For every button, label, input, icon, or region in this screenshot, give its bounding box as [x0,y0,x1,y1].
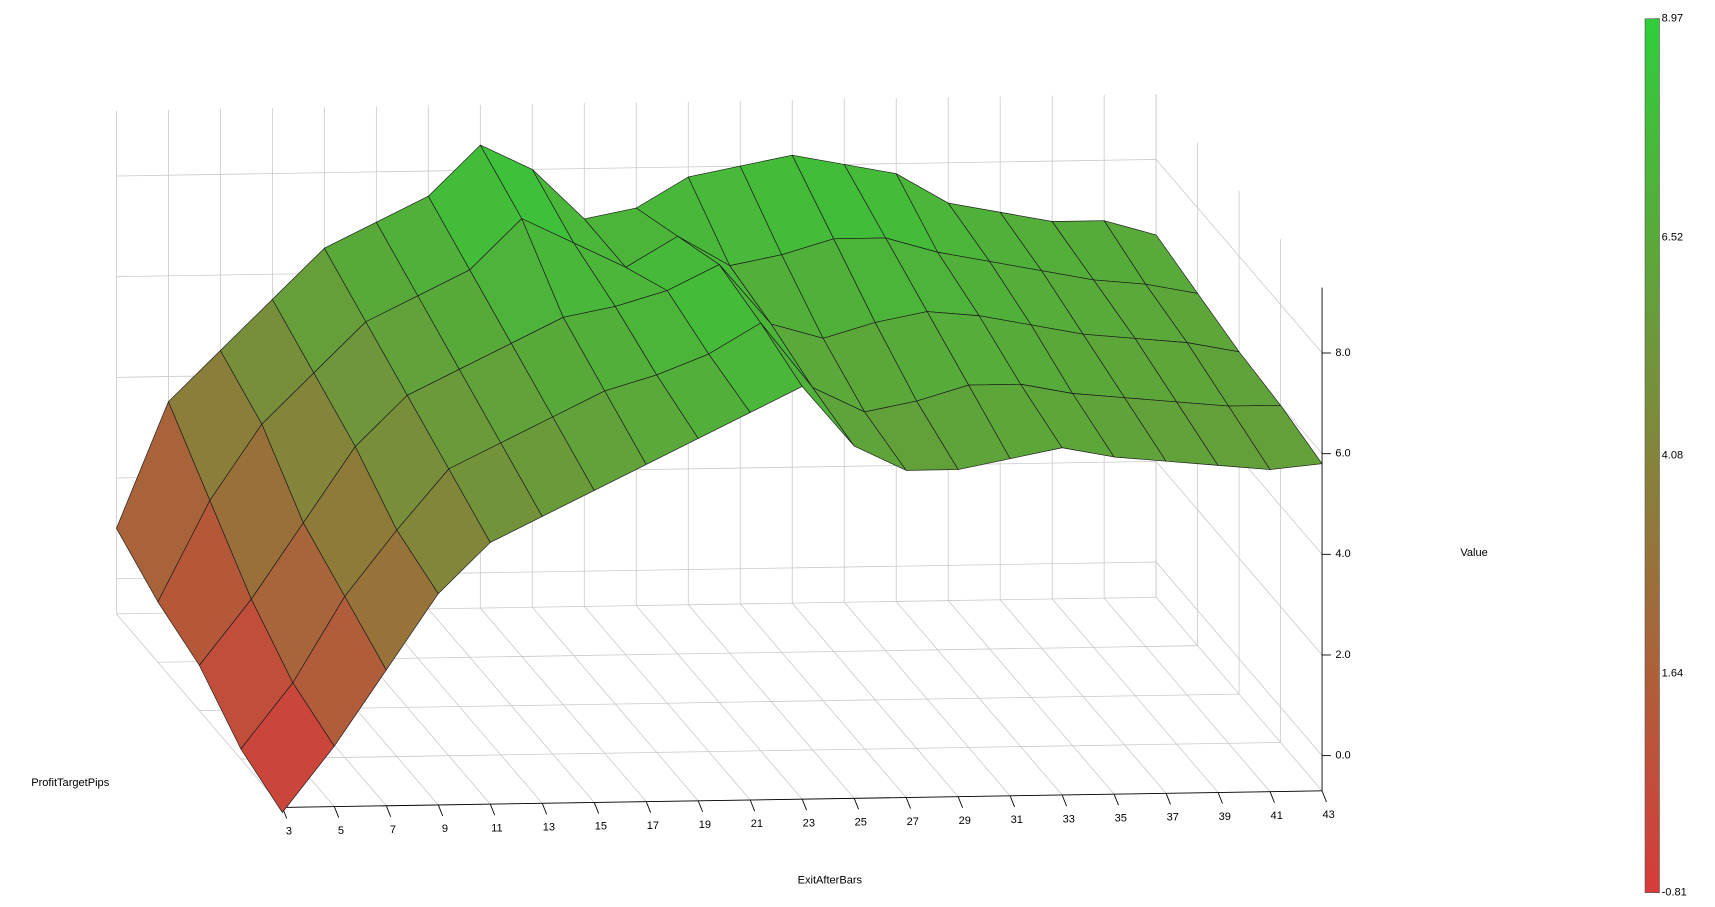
x-tick [697,800,704,813]
x-tick [489,803,496,816]
surface-patch [1228,404,1323,470]
z-tick-label: 4.0 [1335,548,1350,560]
x-tick-label: 17 [647,820,659,832]
x-tick [853,798,860,810]
x-tick-label: 9 [442,823,448,835]
z-tick-label: 2.0 [1335,649,1350,661]
x-tick [593,802,600,814]
x-tick [1061,794,1067,807]
colorbar-tick-label: 1.64 [1662,668,1684,680]
x-tick-label: 43 [1323,809,1335,821]
x-tick-label: 37 [1167,812,1179,824]
x-tick-label: 3 [286,826,292,838]
x-tick-label: 41 [1271,810,1283,822]
y-axis-title: ProfitTargetPips [31,777,109,789]
x-tick [905,797,912,809]
floor-grid-line [199,693,1240,712]
x-tick-label: 19 [699,819,711,831]
z-axis-title: Value [1460,547,1487,559]
z-tick-label: 8.0 [1335,347,1350,359]
x-tick-label: 5 [338,825,344,837]
x-tick [749,799,756,812]
x-tick-label: 27 [907,816,919,828]
right-wall-grid-line [1155,461,1323,656]
x-tick [801,798,808,811]
colorbar-tick-label: 6.52 [1662,232,1684,244]
x-tick [385,805,392,818]
x-tick [957,796,963,808]
colorbar-tick-label: -0.81 [1662,887,1687,899]
x-tick-label: 21 [751,818,763,830]
z-tick-label: 0.0 [1335,750,1350,762]
z-tick-label: 6.0 [1335,448,1350,460]
x-tick-label: 15 [595,821,607,833]
x-tick-label: 11 [491,822,502,834]
x-tick [541,803,548,815]
x-tick [1269,791,1275,803]
x-tick [1321,790,1327,803]
x-tick-label: 25 [855,817,867,829]
colorbar-tick-label: 8.97 [1662,13,1684,25]
x-tick [333,806,340,818]
x-tick [437,804,444,817]
x-tick [1009,795,1015,808]
back-wall-grid-line [116,159,1157,177]
colorbar-tick-label: 4.08 [1662,450,1684,462]
right-wall-grid-line [1155,561,1323,756]
colorbar [1644,18,1660,893]
x-tick-label: 31 [1011,814,1023,826]
right-wall-grid-line [1155,159,1323,354]
x-tick-label: 13 [543,822,555,834]
x-tick-label: 7 [390,824,396,836]
x-tick [1165,793,1171,805]
x-axis-line [282,790,1323,808]
x-tick-label: 29 [959,815,971,827]
floor-grid-line [240,742,1281,760]
x-tick [1113,794,1119,806]
x-tick-label: 33 [1063,813,1075,825]
x-tick-label: 35 [1115,812,1127,824]
x-axis-title: ExitAfterBars [798,874,863,886]
x-tick [645,801,652,813]
x-tick-label: 23 [803,817,815,829]
x-tick-label: 39 [1219,811,1231,823]
x-tick [1217,792,1223,804]
